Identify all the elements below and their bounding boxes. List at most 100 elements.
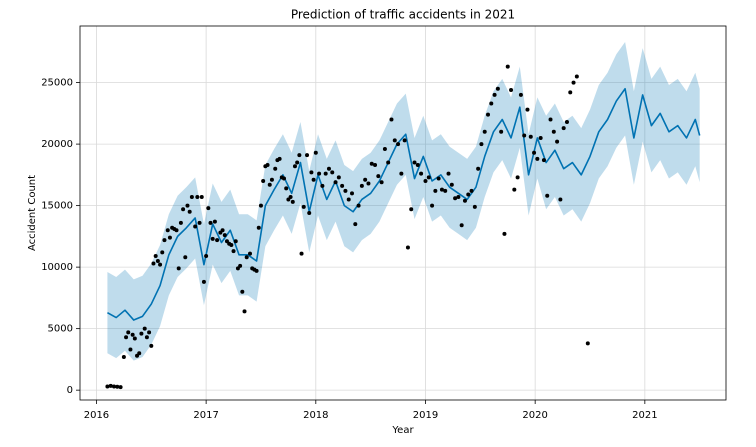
x-tick-label: 2019	[413, 410, 438, 421]
observed-point	[386, 160, 391, 165]
observed-point	[486, 112, 490, 117]
observed-point	[222, 233, 227, 238]
observed-point	[499, 129, 504, 134]
observed-point	[288, 195, 293, 200]
observed-point	[585, 341, 590, 346]
observed-point	[305, 153, 310, 158]
observed-point	[326, 166, 331, 171]
observed-point	[181, 207, 186, 212]
observed-point	[126, 330, 131, 335]
chart-title: Prediction of traffic accidents in 2021	[291, 8, 515, 22]
observed-point	[193, 224, 198, 229]
observed-point	[405, 245, 410, 250]
observed-point	[469, 188, 474, 193]
y-tick-label: 10000	[41, 262, 73, 273]
observed-point	[502, 231, 507, 236]
plot-area	[105, 41, 701, 390]
observed-point	[158, 262, 163, 267]
observed-point	[307, 211, 312, 215]
observed-point	[201, 279, 206, 284]
observed-point	[518, 92, 523, 97]
x-tick-label: 2017	[193, 410, 218, 421]
observed-point	[284, 186, 289, 191]
observed-point	[459, 223, 464, 228]
observed-point	[317, 171, 322, 176]
observed-point	[292, 164, 297, 169]
y-tick-label: 20000	[41, 139, 73, 150]
observed-point	[489, 101, 494, 106]
observed-point	[462, 198, 467, 203]
observed-point	[396, 142, 401, 147]
observed-point	[144, 335, 149, 340]
observed-point	[261, 179, 266, 184]
observed-point	[476, 166, 481, 171]
observed-point	[482, 129, 487, 134]
observed-point	[389, 117, 394, 122]
observed-point	[379, 180, 384, 185]
y-axis-label: Accident Count	[27, 175, 38, 251]
observed-point	[409, 207, 414, 212]
observed-point	[248, 251, 252, 256]
observed-point	[297, 153, 302, 158]
observed-point	[343, 188, 348, 193]
observed-point	[492, 92, 497, 97]
observed-point	[512, 187, 517, 192]
y-tick-label: 0	[67, 385, 73, 396]
observed-point	[295, 160, 300, 165]
observed-point	[132, 336, 137, 341]
observed-point	[382, 147, 387, 152]
observed-point	[151, 261, 156, 266]
observed-point	[162, 238, 167, 243]
observed-point	[568, 90, 573, 95]
observed-point	[535, 156, 540, 161]
observed-point	[128, 347, 133, 352]
observed-point	[112, 384, 116, 389]
observed-point	[423, 179, 428, 184]
observed-point	[124, 335, 129, 340]
x-tick-label: 2018	[303, 410, 328, 421]
observed-point	[538, 135, 543, 140]
y-tick-label: 25000	[41, 78, 73, 89]
observed-point	[399, 171, 404, 176]
observed-point	[118, 385, 123, 390]
observed-point	[254, 268, 259, 273]
x-tick-label: 2016	[84, 410, 109, 421]
observed-point	[233, 239, 238, 244]
observed-point	[105, 384, 110, 389]
observed-point	[197, 220, 202, 225]
observed-point	[269, 177, 274, 182]
uncertainty-band	[107, 41, 700, 361]
observed-point	[419, 171, 424, 176]
observed-point	[541, 158, 546, 163]
observed-point	[174, 228, 179, 233]
observed-point	[142, 326, 147, 331]
observed-point	[311, 177, 316, 182]
observed-point	[313, 150, 318, 155]
observed-point	[208, 220, 213, 225]
observed-point	[199, 195, 204, 200]
y-tick-label: 5000	[48, 324, 73, 335]
observed-point	[346, 197, 351, 202]
observed-point	[206, 206, 211, 211]
x-tick-label: 2021	[632, 410, 657, 421]
observed-point	[220, 228, 225, 233]
observed-point	[356, 203, 361, 208]
observed-point	[555, 139, 560, 144]
observed-point	[515, 175, 520, 180]
observed-point	[185, 203, 190, 208]
observed-point	[402, 138, 407, 143]
observed-point	[443, 188, 448, 193]
observed-point	[242, 309, 247, 314]
observed-point	[330, 170, 335, 175]
observed-point	[439, 187, 444, 192]
observed-point	[340, 183, 345, 188]
observed-point	[558, 197, 563, 202]
observed-point	[176, 266, 181, 271]
observed-point	[115, 384, 120, 389]
observed-point	[433, 188, 438, 193]
observed-point	[453, 196, 458, 201]
observed-point	[121, 354, 126, 359]
observed-point	[505, 64, 510, 69]
observed-point	[412, 160, 417, 165]
